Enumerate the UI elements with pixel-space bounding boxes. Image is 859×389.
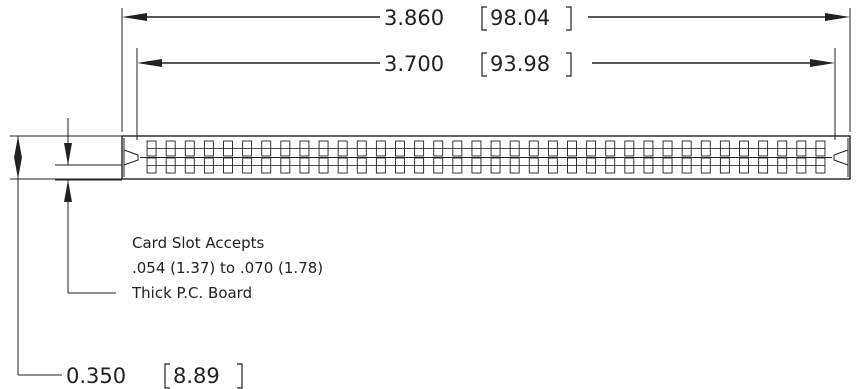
- overall-length-inch: 3.860: [384, 6, 444, 30]
- card-slot-note-line2: .054 (1.37) to .070 (1.78): [132, 259, 323, 277]
- connector-outline: [121, 135, 851, 180]
- mounting-length-inch: 3.700: [384, 52, 444, 76]
- mount-bracket-open: [481, 52, 487, 77]
- overall-arrow-right: [825, 13, 850, 21]
- card-slot-note-line1: Card Slot Accepts: [132, 234, 264, 252]
- mounting-length-mm: 93.98: [490, 52, 550, 76]
- connector-body: [121, 135, 851, 180]
- height-inch: 0.350: [66, 364, 126, 388]
- height-mm: 8.89: [173, 364, 220, 388]
- slot-arrow-bottom: [64, 180, 72, 202]
- overall-bracket-open: [481, 6, 487, 31]
- height-dimension: 0.350 8.89: [10, 135, 243, 389]
- height-bracket-close: [237, 363, 243, 389]
- mount-bracket-close: [566, 52, 572, 77]
- card-slot-dimension: Card Slot Accepts .054 (1.37) to .070 (1…: [55, 118, 323, 302]
- slot-arrow-top: [64, 143, 72, 165]
- height-bracket-open: [164, 363, 170, 389]
- mounting-length-dimension: 3.700 93.98: [136, 48, 836, 140]
- mount-arrow-left: [137, 59, 162, 67]
- left-end-taper: [123, 149, 139, 166]
- overall-arrow-left: [122, 13, 147, 21]
- height-arrow-top: [14, 136, 22, 158]
- card-slot-note-line3: Thick P.C. Board: [131, 284, 252, 302]
- height-arrow-bottom: [14, 157, 22, 179]
- right-end-taper: [833, 149, 849, 166]
- overall-bracket-close: [566, 6, 572, 31]
- contact-array: [146, 140, 826, 174]
- overall-length-dimension: 3.860 98.04: [121, 6, 851, 132]
- overall-length-mm: 98.04: [490, 6, 550, 30]
- mount-arrow-right: [810, 59, 835, 67]
